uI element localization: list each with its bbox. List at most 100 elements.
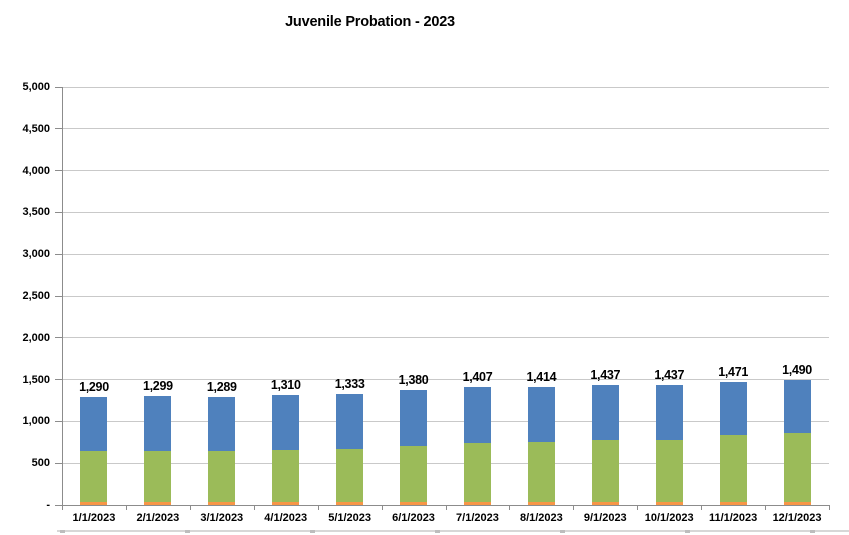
top-blue-segment (400, 389, 428, 446)
top-blue-segment (527, 386, 555, 443)
x-axis-tick (445, 505, 447, 510)
y-axis-tick (55, 128, 62, 130)
top-blue-segment (336, 393, 364, 449)
top-blue-segment (272, 395, 300, 451)
top-blue-segment (463, 387, 491, 444)
gridline (62, 462, 829, 464)
y-axis-label: 1,000 (22, 415, 50, 428)
y-axis-tick (55, 295, 62, 297)
y-axis-label: 3,500 (22, 206, 50, 219)
table-edge-divider (185, 530, 190, 533)
y-axis-line (62, 87, 63, 510)
x-axis-category-label: 9/1/2023 (583, 512, 627, 524)
bar-total-label: 1,437 (654, 367, 685, 382)
x-axis-tick (189, 505, 191, 510)
bottom-orange-segment (719, 501, 747, 505)
y-axis-label: 2,000 (22, 331, 50, 344)
middle-green-segment (655, 439, 683, 502)
gridline (62, 253, 829, 255)
y-axis-label: 5,000 (22, 81, 50, 93)
middle-green-segment (208, 451, 236, 502)
table-edge-divider (685, 530, 690, 533)
bottom-orange-segment (655, 501, 683, 505)
middle-green-segment (463, 443, 491, 502)
gridline (62, 86, 829, 88)
gridline (62, 128, 829, 130)
y-axis-label: 3,000 (22, 248, 50, 261)
middle-green-segment (144, 450, 172, 502)
gridline (62, 420, 829, 422)
x-axis-tick (125, 505, 127, 510)
bottom-orange-segment (80, 501, 108, 505)
x-axis-tick (829, 505, 830, 510)
x-axis-tick (573, 505, 575, 510)
x-axis-tick (317, 505, 319, 510)
table-edge-divider (60, 530, 65, 533)
gridline (62, 379, 829, 381)
bottom-orange-segment (527, 501, 555, 505)
y-axis-label: 500 (31, 457, 50, 470)
middle-green-segment (80, 451, 108, 502)
gridline (62, 337, 829, 339)
top-blue-segment (208, 397, 236, 452)
bottom-orange-segment (144, 501, 172, 505)
bottom-orange-segment (783, 501, 811, 505)
bottom-orange-segment (591, 501, 619, 505)
x-axis-tick (765, 505, 767, 510)
middle-green-segment (719, 435, 747, 502)
x-axis-tick (62, 505, 63, 510)
top-blue-segment (591, 384, 619, 441)
top-blue-segment (783, 380, 811, 433)
x-axis-category-label: 2/1/2023 (136, 512, 180, 524)
bar-total-label: 1,490 (782, 363, 812, 378)
bar-total-label: 1,471 (718, 365, 749, 380)
y-axis-tick (55, 504, 62, 506)
table-edge-divider (310, 530, 315, 533)
x-axis-tick (509, 505, 511, 510)
y-axis-tick (55, 211, 62, 213)
y-axis-tick (55, 462, 62, 464)
y-axis-tick (55, 337, 62, 339)
top-blue-segment (719, 382, 747, 436)
top-blue-segment (80, 397, 108, 452)
x-axis-category-label: 12/1/2023 (772, 512, 822, 524)
y-axis-label: 4,000 (22, 164, 50, 177)
bottom-orange-segment (463, 501, 491, 505)
gridline (62, 211, 829, 213)
middle-green-segment (527, 442, 555, 502)
middle-green-segment (272, 450, 300, 502)
y-axis-tick (55, 86, 62, 88)
y-axis-label: - (46, 499, 50, 511)
bar-total-label: 1,290 (79, 380, 109, 395)
middle-green-segment (400, 445, 428, 502)
gridline (62, 170, 829, 172)
y-axis-tick (55, 170, 62, 172)
x-axis-tick (381, 505, 383, 510)
bar-total-label: 1,289 (206, 380, 237, 395)
x-axis-category-label: 11/1/2023 (708, 512, 758, 524)
x-axis-category-label: 8/1/2023 (519, 512, 563, 524)
table-edge-divider (435, 530, 440, 533)
bar-total-label: 1,380 (398, 372, 429, 387)
bottom-orange-segment (272, 501, 300, 505)
bottom-orange-segment (336, 501, 364, 505)
cropped-table-top-edge (57, 530, 849, 532)
bar-total-label: 1,333 (334, 376, 365, 391)
y-axis-label: 2,500 (22, 290, 50, 302)
table-edge-divider (560, 530, 565, 533)
bar-total-label: 1,437 (590, 367, 621, 382)
top-blue-segment (144, 396, 172, 451)
bottom-orange-segment (400, 501, 428, 505)
table-edge-divider (810, 530, 815, 533)
x-axis-category-label: 1/1/2023 (72, 512, 116, 524)
bar-total-label: 1,407 (462, 370, 493, 385)
y-axis-tick (55, 379, 62, 381)
bar-total-label: 1,414 (526, 369, 557, 384)
y-axis-tick (55, 253, 62, 255)
x-axis-tick (701, 505, 703, 510)
bottom-orange-segment (208, 501, 236, 505)
y-axis-label: 4,500 (22, 122, 50, 135)
x-axis-tick (637, 505, 639, 510)
